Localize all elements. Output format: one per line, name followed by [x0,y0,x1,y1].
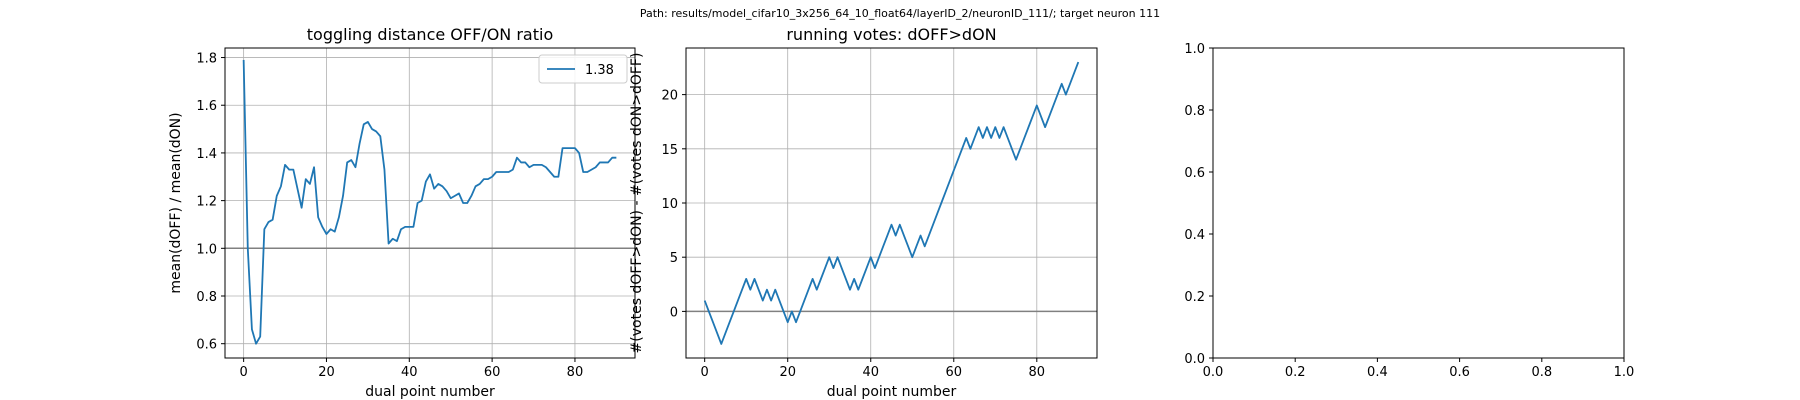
empty-chart-panel: 0.0 0.2 0.4 0.6 0.8 1.0 0.0 0.2 0.4 0.6 0.8 1.0 [1184,42,1634,380]
y-tick-label: 1.0 [1184,42,1205,57]
x-tick-label: 80 [1029,365,1046,380]
x-tick-label: 0.0 [1203,365,1224,380]
x-tick-label: 80 [567,365,584,380]
x-tick-label: 0.4 [1367,365,1388,380]
chart-title: running votes: dOFF>dON [786,25,996,44]
axes-frame [224,47,636,359]
y-tick-label: 0.6 [1184,166,1205,181]
y-tick-label: 1.8 [196,52,217,67]
y-tick-label: 1.2 [196,195,217,210]
x-tick-label: 40 [401,365,418,380]
y-tick-label: 1.6 [196,99,217,114]
x-tick-label: 0.6 [1449,365,1470,380]
y-axis-label: #(votes dOFF>dON) - #(votes dON>dOFF) [629,53,645,354]
x-tick-label: 20 [318,365,335,380]
y-tick-label: 20 [661,89,678,104]
y-tick-label: 0 [670,305,678,320]
votes-chart-panel: 0 20 40 60 80 0 5 10 15 20 running votes: dOFF>dON… [629,25,1098,400]
y-axis-label: mean(dOFF) / mean(dON) [168,112,184,293]
x-axis-label: dual point number [365,384,495,400]
x-tick-label: 60 [484,365,501,380]
x-tick-label: 1.0 [1614,365,1635,380]
chart-title: toggling distance OFF/ON ratio [307,25,553,44]
y-tick-label: 0.6 [196,338,217,353]
x-tick-label: 60 [945,365,962,380]
y-tick-label: 0.2 [1184,290,1205,305]
y-tick-label: 10 [661,197,678,212]
y-tick-label: 5 [670,251,678,266]
x-tick-label: 0.8 [1531,365,1552,380]
y-tick-label: 1.4 [196,147,217,162]
y-tick-label: 1.0 [196,242,217,257]
x-tick-label: 20 [779,365,796,380]
axes-frame [1212,47,1625,359]
series-line [703,61,1080,345]
y-tick-label: 0.8 [1184,104,1205,119]
figure-path-header: Path: results/model_cifar10_3x256_64_10_… [640,7,1160,20]
legend-box [538,54,628,84]
y-tick-label: 15 [661,143,678,158]
y-tick-label: 0.8 [196,290,217,305]
x-tick-label: 0.2 [1285,365,1306,380]
y-tick-label: 0.0 [1184,352,1205,367]
x-tick-label: 0 [701,365,709,380]
x-tick-label: 40 [862,365,879,380]
x-axis-label: dual point number [827,384,957,400]
x-tick-label: 0 [239,365,247,380]
y-tick-label: 0.4 [1184,228,1205,243]
ratio-chart-panel: 0 20 40 60 80 0.6 0.8 1.0 1.2 1.4 1.6 1.8 toggling d… [168,25,636,400]
series-line [242,59,617,345]
legend-entry: 1.38 [585,63,614,78]
